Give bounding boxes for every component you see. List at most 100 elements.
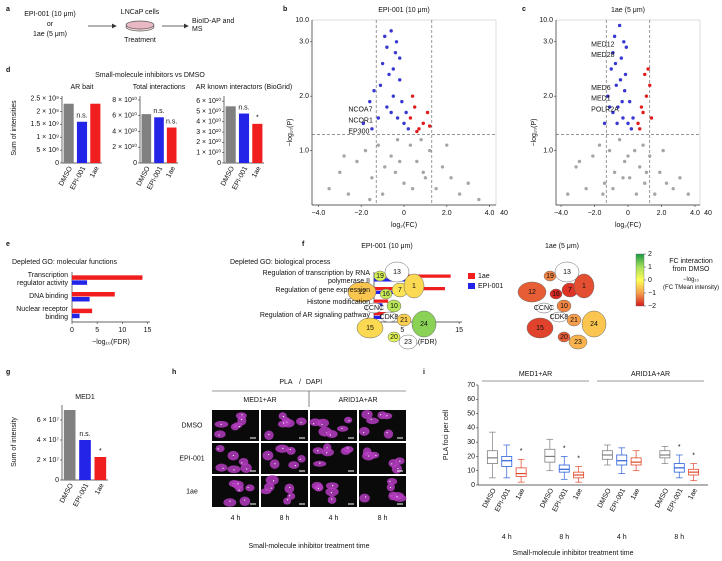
bar — [72, 313, 80, 319]
pla-dot — [330, 492, 333, 494]
significance-label: n.s. — [153, 108, 164, 115]
pla-dot — [238, 489, 240, 491]
x-tick-label: 2.0 — [657, 210, 667, 217]
bar — [238, 113, 250, 163]
network-node — [566, 313, 582, 327]
x-tick-label: 1ae — [572, 487, 584, 501]
colorbar-title: −log₁₀ — [682, 277, 700, 283]
box — [616, 454, 628, 466]
y-tick-label: 2 × 10⁷ — [37, 457, 60, 464]
data-point — [638, 127, 642, 131]
node-label: 16 — [382, 291, 390, 298]
pla-dot — [300, 421, 302, 424]
nucleus — [336, 425, 349, 432]
pla-dot — [289, 448, 291, 451]
y-tick-label: 20 — [467, 453, 475, 460]
node-label: 20 — [560, 334, 568, 341]
x-tick-label: 0 — [626, 210, 630, 217]
data-point — [658, 170, 662, 175]
nucleus — [327, 495, 337, 504]
node-label: 19 — [376, 273, 384, 280]
nucleus — [309, 418, 322, 427]
y-tick-label: 6 × 10¹⁰ — [112, 112, 137, 120]
x-tick-label: 15 — [144, 327, 152, 334]
nucleus — [239, 496, 251, 506]
data-point — [606, 94, 610, 98]
pla-dot — [329, 434, 331, 436]
network-title: EPI-001 (10 μm) — [361, 243, 413, 250]
pla-dot — [270, 487, 272, 489]
pla-dot — [218, 434, 220, 436]
nucleus — [223, 498, 237, 507]
y-tick-label: 4 × 10¹⁰ — [196, 118, 221, 126]
significance-label: * — [520, 448, 523, 455]
group-header: ARID1A+AR — [631, 371, 670, 378]
legend-swatch — [468, 273, 475, 279]
data-point — [648, 83, 652, 87]
y-tick-label: 2 × 10¹⁰ — [112, 143, 137, 151]
legend-swatch — [468, 283, 475, 289]
colorbar-tick-label: 1 — [648, 264, 652, 271]
stain-label: DAPI — [306, 379, 322, 386]
data-point — [626, 121, 630, 126]
x-tick-label: 5 — [400, 327, 404, 334]
y-tick-label: 0 — [217, 160, 221, 167]
data-point — [574, 165, 578, 169]
data-point — [445, 143, 449, 147]
network-node — [535, 302, 553, 314]
column-header: MED1+AR — [243, 397, 276, 404]
nucleus — [214, 430, 226, 439]
pla-dot — [313, 423, 315, 425]
data-point — [623, 72, 628, 77]
nucleus — [262, 450, 274, 461]
data-point — [624, 45, 629, 49]
y-tick-label: 5 × 10¹⁰ — [196, 107, 221, 115]
data-point — [421, 121, 425, 126]
x-axis-label: Small-molecule inhibitor treatment time — [513, 550, 634, 557]
y-tick-label: 1.0 — [543, 147, 553, 154]
data-point — [678, 176, 682, 180]
y-axis-label: Sum of intensity — [11, 417, 18, 467]
box — [501, 456, 513, 467]
pla-dot — [363, 432, 365, 434]
nucleus — [264, 430, 274, 441]
row-label: DMSO — [182, 422, 204, 429]
time-label: 8 h — [674, 534, 684, 541]
data-point — [644, 170, 649, 175]
nucleus — [325, 487, 339, 497]
y-tick-label: 0 — [55, 477, 59, 484]
data-point — [383, 165, 387, 169]
x-tick-label: 4.0 — [690, 210, 700, 217]
schematic-text: Treatment — [124, 37, 156, 44]
data-point — [611, 110, 615, 115]
network-node — [403, 273, 425, 299]
pla-dot — [237, 483, 239, 485]
pla-dot — [326, 452, 328, 454]
data-point — [631, 116, 635, 120]
node-label: 7 — [398, 287, 402, 294]
group-header: MED1+AR — [519, 371, 552, 378]
pla-dot — [229, 500, 231, 502]
significance-label: * — [678, 444, 681, 451]
bar — [79, 440, 91, 480]
data-point — [383, 34, 387, 39]
bar — [63, 410, 76, 480]
colorbar-tick-label: 2 — [648, 251, 652, 258]
pla-dot — [274, 463, 276, 465]
pla-dot — [244, 499, 246, 501]
data-point — [644, 94, 649, 98]
y-tick-label: 3.0 — [543, 39, 553, 46]
y-axis-label: Sum of intensities — [11, 100, 18, 156]
plot-title: AR known interactors (BioGrid) — [196, 84, 292, 91]
node-label: 13 — [393, 269, 401, 276]
data-point — [621, 176, 625, 180]
data-point — [566, 192, 570, 196]
pla-dot — [386, 432, 388, 434]
stain-label: PLA — [279, 379, 293, 386]
node-label: 12 — [358, 289, 366, 296]
x-tick-label: 10 — [118, 327, 126, 334]
node-label: 16 — [552, 291, 560, 298]
network-node — [365, 302, 383, 314]
row-label: 1ae — [186, 488, 198, 495]
schematic-text: LNCaP cells — [121, 9, 160, 16]
